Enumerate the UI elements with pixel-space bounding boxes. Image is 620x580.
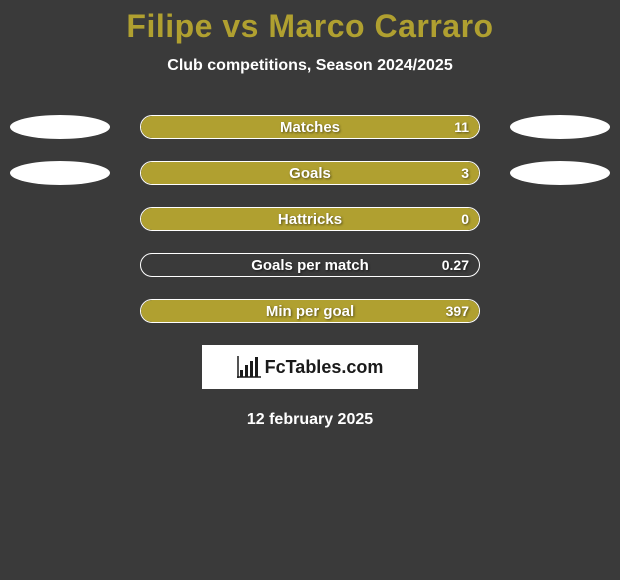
player-left-marker — [10, 161, 110, 185]
barchart-icon — [237, 356, 261, 378]
stat-label: Hattricks — [141, 211, 479, 228]
stat-row: Min per goal397 — [0, 299, 620, 323]
date: 12 february 2025 — [0, 411, 620, 429]
stat-label: Min per goal — [141, 303, 479, 320]
stat-value: 0.27 — [442, 257, 469, 273]
stat-bar: Goals per match0.27 — [140, 253, 480, 277]
stat-value: 0 — [461, 211, 469, 227]
stats-bars: Matches11 Goals3 Hattricks0 Goals per match… — [0, 115, 620, 323]
logo-box: FcTables.com — [202, 345, 418, 389]
stat-bar: Goals3 — [140, 161, 480, 185]
player-right-marker — [510, 115, 610, 139]
subtitle: Club competitions, Season 2024/2025 — [0, 57, 620, 75]
player-left-marker — [10, 115, 110, 139]
player-right-marker — [510, 161, 610, 185]
page-title: Filipe vs Marco Carraro — [0, 8, 620, 45]
stat-label: Goals per match — [141, 257, 479, 274]
stat-row: Matches11 — [0, 115, 620, 139]
comparison-infographic: Filipe vs Marco Carraro Club competition… — [0, 0, 620, 429]
stat-label: Matches — [141, 119, 479, 136]
stat-row: Goals per match0.27 — [0, 253, 620, 277]
logo: FcTables.com — [237, 356, 384, 378]
stat-value: 3 — [461, 165, 469, 181]
stat-bar: Min per goal397 — [140, 299, 480, 323]
stat-value: 397 — [446, 303, 469, 319]
stat-bar: Hattricks0 — [140, 207, 480, 231]
stat-row: Hattricks0 — [0, 207, 620, 231]
stat-row: Goals3 — [0, 161, 620, 185]
stat-value: 11 — [454, 119, 469, 135]
stat-label: Goals — [141, 165, 479, 182]
logo-text: FcTables.com — [265, 357, 384, 378]
stat-bar: Matches11 — [140, 115, 480, 139]
